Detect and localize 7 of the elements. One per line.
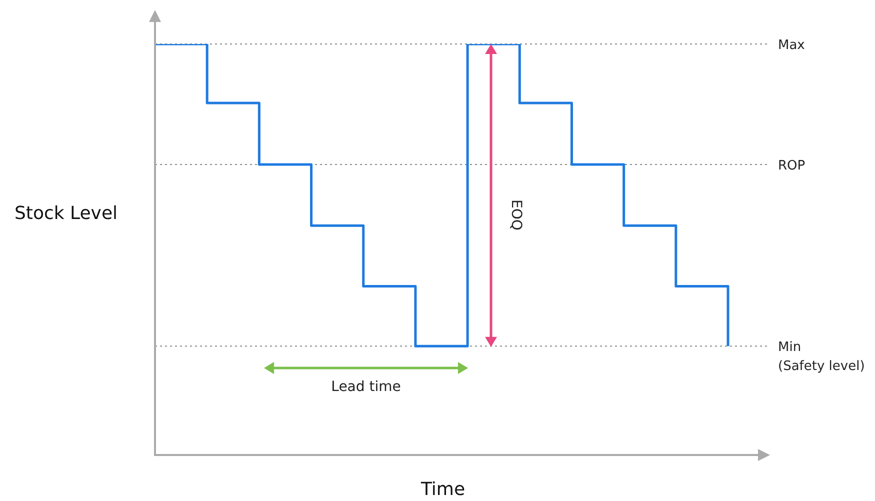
ref-line-label: Min (Safety level): [778, 340, 865, 374]
annotation: Lead time: [331, 379, 401, 395]
annotation: EOQ: [508, 200, 524, 230]
x-axis-title: Time: [420, 479, 466, 500]
y-axis-title: Stock Level: [14, 203, 118, 224]
ref-line-label: ROP: [778, 158, 806, 174]
ref-line-label: Max: [778, 38, 806, 53]
